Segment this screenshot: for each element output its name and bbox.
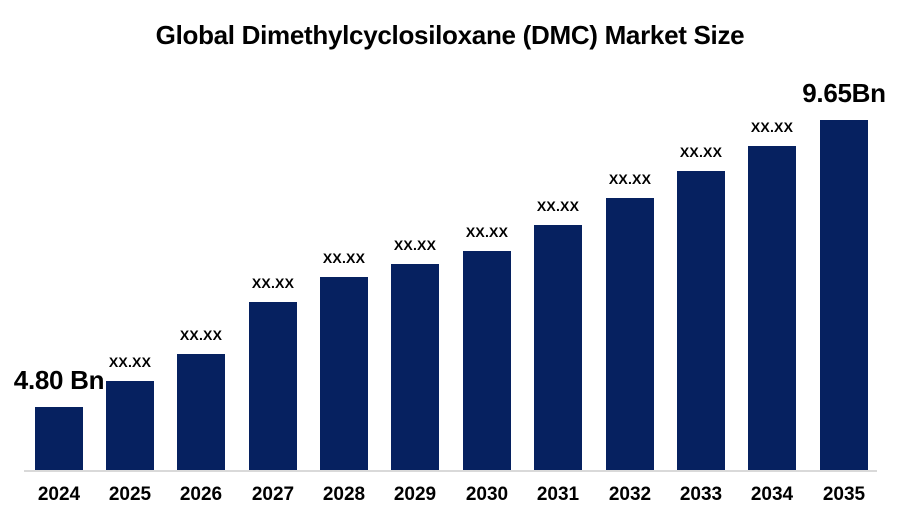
bar <box>106 381 154 470</box>
x-axis-tick-label: 2031 <box>536 484 580 505</box>
bar-value-label: XX.XX <box>679 144 723 160</box>
bar-value-label: XX.XX <box>393 237 437 253</box>
x-axis-line <box>24 470 877 472</box>
bar-value-label: XX.XX <box>465 224 509 240</box>
bar-column: XX.XX <box>677 0 725 470</box>
x-axis-tick-label: 2024 <box>37 484 81 505</box>
bar-column: 9.65Bn <box>802 0 886 470</box>
bar-value-label: XX.XX <box>179 327 223 343</box>
bar <box>177 354 225 470</box>
bar-column: XX.XX <box>177 0 225 470</box>
bar <box>249 302 297 470</box>
x-axis-tick-label: 2033 <box>679 484 723 505</box>
bar-column: XX.XX <box>391 0 439 470</box>
bar <box>391 264 439 470</box>
plot-area: 4.80 Bn XX.XX XX.XX XX.XX XX.XX XX.XX XX.XX XX.… <box>14 0 886 470</box>
bar <box>463 251 511 470</box>
bar-column: XX.XX <box>534 0 582 470</box>
bar-value-label: XX.XX <box>608 171 652 187</box>
bar-value-label: XX.XX <box>750 119 794 135</box>
bar-column: XX.XX <box>748 0 796 470</box>
bar <box>35 407 83 470</box>
bar-column: XX.XX <box>320 0 368 470</box>
bar-value-label: 4.80 Bn <box>13 365 105 395</box>
x-axis-tick-label: 2029 <box>393 484 437 505</box>
x-axis-tick-label: 2035 <box>822 484 866 505</box>
bar-column: XX.XX <box>463 0 511 470</box>
x-axis-tick-label: 2034 <box>750 484 794 505</box>
x-axis-tick-label: 2027 <box>251 484 295 505</box>
x-axis-tick-label: 2032 <box>608 484 652 505</box>
bar-column: XX.XX <box>249 0 297 470</box>
bar-value-label: XX.XX <box>536 198 580 214</box>
x-axis-tick-label: 2026 <box>179 484 223 505</box>
bar-column: XX.XX <box>606 0 654 470</box>
bar-column: 4.80 Bn <box>14 0 104 470</box>
x-axis-tick-label: 2028 <box>322 484 366 505</box>
x-axis-tick-label: 2030 <box>465 484 509 505</box>
bar <box>820 120 868 470</box>
bar <box>677 171 725 470</box>
bar-value-label: 9.65Bn <box>802 78 886 108</box>
bar-value-label: XX.XX <box>251 275 295 291</box>
bar-value-label: XX.XX <box>322 250 366 266</box>
chart-title: Global Dimethylcyclosiloxane (DMC) Marke… <box>155 20 745 50</box>
bar <box>606 198 654 470</box>
bar <box>748 146 796 470</box>
x-axis: 2024 2025 2026 2027 2028 2029 2030 2031 2032 2033… <box>0 484 900 510</box>
bar <box>534 225 582 470</box>
bar <box>320 277 368 470</box>
x-axis-tick-label: 2025 <box>108 484 152 505</box>
bar-column: XX.XX <box>106 0 154 470</box>
bar-value-label: XX.XX <box>108 354 152 370</box>
